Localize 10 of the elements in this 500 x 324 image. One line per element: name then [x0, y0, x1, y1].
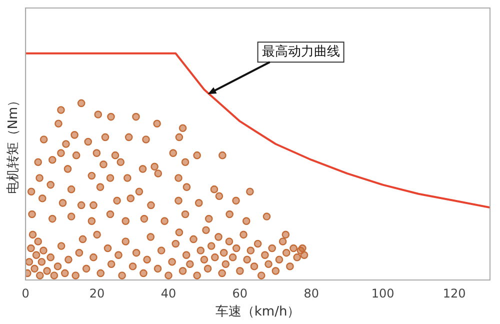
x-tick-label: 0: [22, 286, 30, 300]
x-tick-label: 80: [304, 286, 320, 300]
y-axis-title: 电机转矩（Nm）: [6, 94, 22, 194]
x-tick-label: 100: [371, 286, 394, 300]
x-tick-label: 120: [442, 286, 466, 300]
x-tick-label: 20: [89, 286, 105, 300]
x-tick-label: 40: [160, 286, 176, 300]
x-tick-label: 60: [232, 286, 248, 300]
annotation: 最高动力曲线: [262, 44, 340, 60]
x-axis-title: 车速（km/h）: [215, 304, 300, 320]
